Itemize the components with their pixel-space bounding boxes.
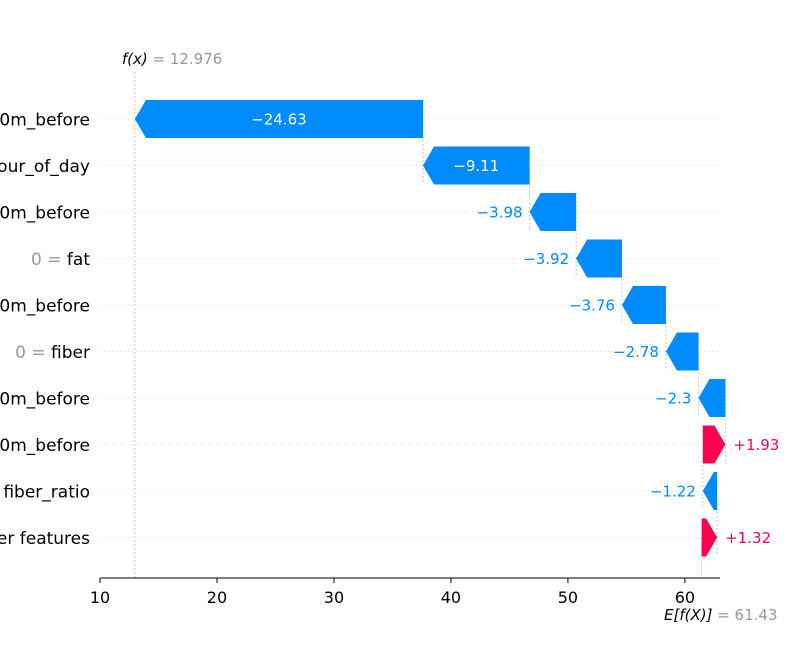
grid-lines bbox=[100, 118, 720, 538]
base-value-label: E[f(X)] = 61.43 bbox=[664, 606, 778, 624]
x-tick-label: 40 bbox=[441, 588, 461, 607]
bar-value-label: −3.76 bbox=[569, 297, 615, 315]
x-tick-label: 50 bbox=[558, 588, 578, 607]
bar-value-label: −3.98 bbox=[477, 204, 523, 222]
feature-label: 0m_before bbox=[0, 204, 90, 224]
bar-negative bbox=[422, 146, 530, 185]
feature-label: fiber_ratio bbox=[3, 483, 90, 503]
feature-label: 0m_before bbox=[0, 436, 90, 456]
feature-value: 0 = bbox=[31, 250, 67, 270]
feature-name: 0m_before bbox=[0, 297, 90, 317]
feature-label: 0 = fat bbox=[31, 250, 90, 270]
x-tick-label: 10 bbox=[90, 588, 110, 607]
x-tick-label: 20 bbox=[207, 588, 227, 607]
bars: −24.63 −9.11 −3.98 −3.92 −3.76 −2.78 −2.3 +1.93… bbox=[134, 100, 779, 557]
output-annotation: f(x) = 12.976 E[f(X)] = 61.43 bbox=[122, 50, 778, 624]
feature-name: 0m_before bbox=[0, 111, 90, 131]
bar-value-label: +1.32 bbox=[725, 529, 771, 547]
x-tick-label: 30 bbox=[324, 588, 344, 607]
bar-negative bbox=[576, 239, 622, 278]
bar-negative bbox=[134, 100, 423, 138]
feature-name: 0m_before bbox=[0, 390, 90, 410]
feature-value: 0 = bbox=[15, 343, 51, 363]
guide-lines bbox=[134, 72, 726, 578]
output-value: = 12.976 bbox=[152, 50, 222, 68]
bar-positive bbox=[701, 518, 718, 557]
feature-name: fat bbox=[67, 250, 90, 270]
base-symbol: E[f(X)] bbox=[664, 606, 717, 624]
bar-negative bbox=[621, 286, 666, 324]
output-symbol: f(x) bbox=[122, 50, 153, 68]
bar-positive bbox=[702, 425, 726, 464]
feature-name: 0m_before bbox=[0, 436, 90, 456]
feature-label: 0 = fiber bbox=[15, 343, 90, 363]
bar-negative bbox=[698, 379, 726, 417]
output-value-label: f(x) = 12.976 bbox=[122, 50, 222, 68]
bar-value-label: −1.22 bbox=[650, 483, 696, 501]
x-axis: 10 20 30 40 50 60 bbox=[90, 577, 720, 607]
feature-label: er features bbox=[0, 529, 90, 549]
bar-value-label: +1.93 bbox=[733, 436, 779, 454]
feature-label: 0m_before bbox=[0, 390, 90, 410]
feature-name: fiber_ratio bbox=[3, 483, 90, 503]
feature-label: our_of_day bbox=[0, 157, 90, 177]
feature-name: er features bbox=[0, 529, 90, 549]
bar-negative bbox=[529, 193, 577, 231]
feature-name: 0m_before bbox=[0, 204, 90, 224]
feature-name: our_of_day bbox=[0, 157, 90, 177]
bar-value-label: −24.63 bbox=[251, 111, 307, 129]
x-tick-label: 60 bbox=[675, 588, 695, 607]
feature-label: 0m_before bbox=[0, 297, 90, 317]
bar-value-label: −2.78 bbox=[613, 343, 659, 361]
feature-label: 0m_before bbox=[0, 111, 90, 131]
bar-negative bbox=[702, 472, 718, 510]
bar-value-label: −3.92 bbox=[523, 250, 569, 268]
feature-name: fiber bbox=[51, 343, 90, 363]
bar-negative bbox=[665, 332, 699, 371]
bar-value-label: −2.3 bbox=[655, 390, 691, 408]
feature-labels: 0m_before our_of_day 0m_before 0 = fat 0m_be… bbox=[0, 111, 90, 550]
bar-value-label: −9.11 bbox=[453, 157, 499, 175]
base-value: = 61.43 bbox=[717, 606, 777, 624]
